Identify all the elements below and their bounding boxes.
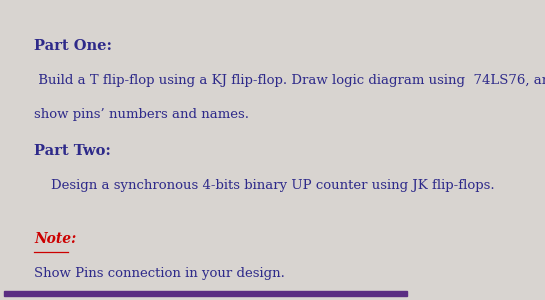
Text: show pins’ numbers and names.: show pins’ numbers and names.	[34, 108, 250, 121]
Text: Part One:: Part One:	[34, 39, 112, 53]
Text: Show Pins connection in your design.: Show Pins connection in your design.	[34, 267, 285, 280]
Text: Design a synchronous 4-bits binary UP counter using JK flip-flops.: Design a synchronous 4-bits binary UP co…	[34, 179, 495, 192]
Bar	[4, 291, 407, 296]
Text: Note:: Note:	[34, 232, 77, 246]
Text: Build a T flip-flop using a KJ flip-flop. Draw logic diagram using  74LS76, and: Build a T flip-flop using a KJ flip-flop…	[34, 74, 545, 87]
Text: Part Two:: Part Two:	[34, 144, 111, 158]
